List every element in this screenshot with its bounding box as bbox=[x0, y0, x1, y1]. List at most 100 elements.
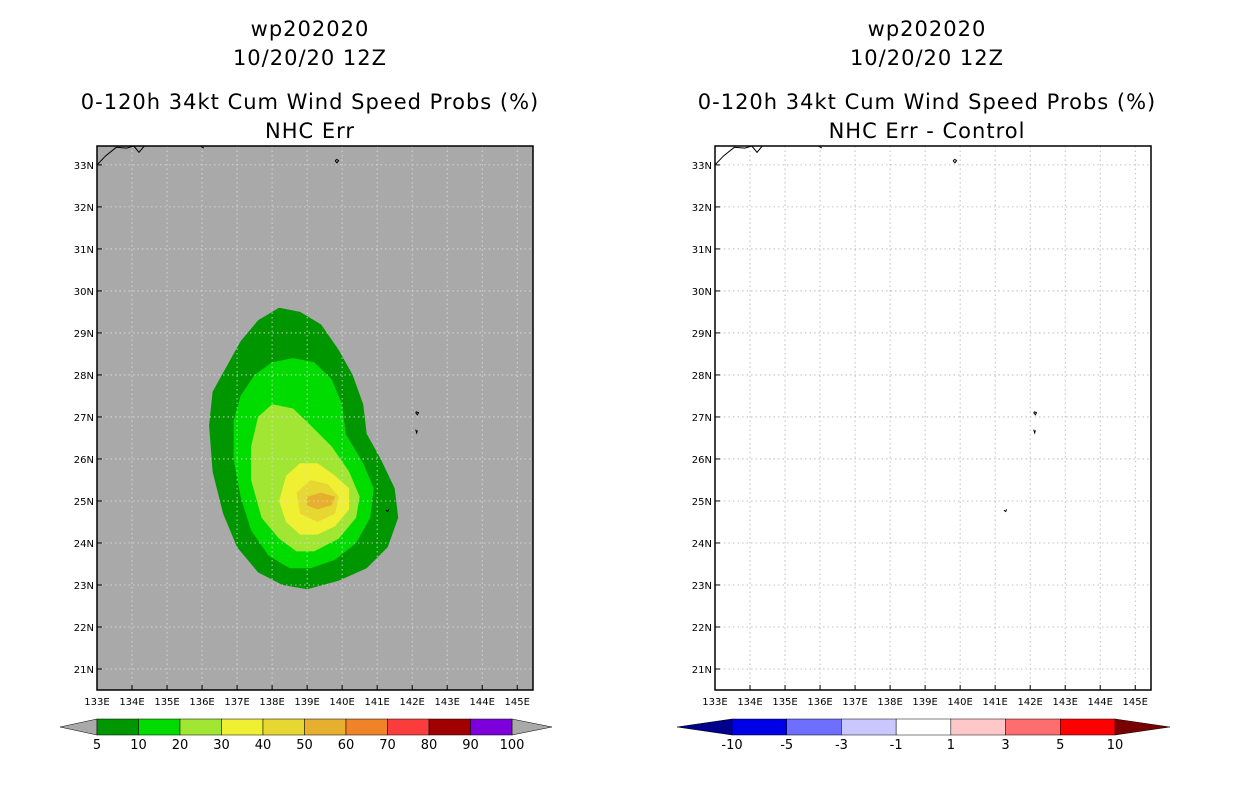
x-tick-label-138E: 138E bbox=[259, 697, 284, 708]
y-tick-label-33N: 33N bbox=[74, 161, 94, 172]
x-tick-label-141E: 141E bbox=[364, 697, 389, 708]
y-tick-label-22N: 22N bbox=[74, 623, 94, 634]
coastline-5 bbox=[1033, 429, 1036, 435]
colorbar-label-100: 100 bbox=[500, 738, 525, 753]
coastline-4 bbox=[1033, 411, 1038, 416]
x-tick-label-142E: 142E bbox=[399, 697, 424, 708]
x-tick-label-134E: 134E bbox=[737, 697, 762, 708]
right-colorbar: -10 -5 -3 -1 1 3 5 10 bbox=[676, 718, 1171, 753]
y-tick-label-32N: 32N bbox=[692, 203, 712, 214]
colorbar-swatch-0 bbox=[731, 718, 787, 736]
y-tick-label-25N: 25N bbox=[74, 497, 94, 508]
coastline-5 bbox=[415, 429, 418, 435]
y-tick-label-30N: 30N bbox=[74, 287, 94, 298]
colorbar-label-10: 10 bbox=[1107, 738, 1124, 753]
coastline-6 bbox=[1003, 509, 1008, 513]
y-tick-label-31N: 31N bbox=[74, 245, 94, 256]
y-tick-label-21N: 21N bbox=[74, 665, 94, 676]
colorbar-swatch-8 bbox=[428, 718, 471, 736]
colorbar-over-arrow bbox=[1114, 718, 1171, 736]
left-storm-id: wp202020 bbox=[250, 17, 370, 41]
colorbar-label-3: 3 bbox=[1001, 738, 1009, 753]
colorbar-label--10: -10 bbox=[721, 738, 742, 753]
colorbar-swatch-6 bbox=[345, 718, 388, 736]
colorbar-under-arrow bbox=[59, 718, 98, 736]
right-datetime: 10/20/20 12Z bbox=[849, 46, 1005, 70]
colorbar-label--1: -1 bbox=[890, 738, 903, 753]
y-tick-label-28N: 28N bbox=[692, 371, 712, 382]
colorbar-swatch-7 bbox=[387, 718, 430, 736]
colorbar-label-90: 90 bbox=[462, 738, 479, 753]
plot-frame bbox=[96, 145, 534, 691]
colorbar-label-40: 40 bbox=[255, 738, 272, 753]
left-chart-subtitle: NHC Err bbox=[264, 119, 355, 143]
x-tick-label-135E: 135E bbox=[772, 697, 797, 708]
x-tick-label-144E: 144E bbox=[1088, 697, 1113, 708]
x-tick-label-136E: 136E bbox=[189, 697, 214, 708]
y-tick-label-32N: 32N bbox=[74, 203, 94, 214]
coastline-0 bbox=[96, 145, 134, 166]
colorbar-label-50: 50 bbox=[296, 738, 313, 753]
x-tick-label-133E: 133E bbox=[702, 697, 727, 708]
x-tick-label-139E: 139E bbox=[912, 697, 937, 708]
colorbar-swatch-1 bbox=[138, 718, 181, 736]
x-tick-label-141E: 141E bbox=[982, 697, 1007, 708]
left-datetime: 10/20/20 12Z bbox=[232, 46, 388, 70]
colorbar-swatch-3 bbox=[221, 718, 264, 736]
colorbar-label-20: 20 bbox=[172, 738, 189, 753]
y-tick-label-23N: 23N bbox=[74, 581, 94, 592]
x-tick-label-135E: 135E bbox=[154, 697, 179, 708]
x-tick-label-136E: 136E bbox=[807, 697, 832, 708]
left-plot-area: 133E 134E 135E 136E 137E 138E 139E 140E 141E 142E… bbox=[74, 145, 534, 708]
colorbar-swatch-5 bbox=[1005, 718, 1061, 736]
y-tick-label-22N: 22N bbox=[692, 623, 712, 634]
y-tick-label-29N: 29N bbox=[692, 329, 712, 340]
x-tick-label-143E: 143E bbox=[434, 697, 459, 708]
colorbar-label-10: 10 bbox=[130, 738, 147, 753]
y-tick-label-27N: 27N bbox=[692, 413, 712, 424]
coastline-3 bbox=[334, 158, 340, 164]
colorbar-label--3: -3 bbox=[835, 738, 848, 753]
y-tick-label-23N: 23N bbox=[692, 581, 712, 592]
y-tick-label-33N: 33N bbox=[692, 161, 712, 172]
colorbar-label-80: 80 bbox=[421, 738, 438, 753]
plot-background bbox=[715, 146, 1151, 690]
colorbar-swatch-4 bbox=[950, 718, 1006, 736]
left-colorbar: 5 10 20 30 40 50 60 70 80 90 100 bbox=[59, 718, 553, 753]
colorbar-swatch-2 bbox=[841, 718, 897, 736]
y-tick-label-26N: 26N bbox=[692, 455, 712, 466]
coastline-3 bbox=[952, 158, 958, 164]
colorbar-label-1: 1 bbox=[947, 738, 955, 753]
y-tick-label-25N: 25N bbox=[692, 497, 712, 508]
y-tick-label-31N: 31N bbox=[692, 245, 712, 256]
x-tick-label-139E: 139E bbox=[294, 697, 319, 708]
x-tick-label-134E: 134E bbox=[119, 697, 144, 708]
x-tick-label-145E: 145E bbox=[1123, 697, 1148, 708]
coastline-4 bbox=[415, 411, 420, 416]
colorbar-swatch-0 bbox=[96, 718, 139, 736]
right-chart-title: 0-120h 34kt Cum Wind Speed Probs (%) bbox=[697, 90, 1157, 114]
x-tick-label-133E: 133E bbox=[84, 697, 109, 708]
y-tick-label-26N: 26N bbox=[74, 455, 94, 466]
left-chart-title: 0-120h 34kt Cum Wind Speed Probs (%) bbox=[80, 90, 540, 114]
x-tick-label-137E: 137E bbox=[224, 697, 249, 708]
colorbar-over-arrow bbox=[511, 718, 553, 736]
colorbar-swatch-4 bbox=[262, 718, 305, 736]
colorbar-swatch-1 bbox=[786, 718, 842, 736]
right-plot-area: 133E 134E 135E 136E 137E 138E 139E 140E 141E 142E… bbox=[692, 145, 1152, 708]
colorbar-label-5: 5 bbox=[1056, 738, 1064, 753]
y-tick-label-28N: 28N bbox=[74, 371, 94, 382]
plot-frame bbox=[714, 145, 1152, 691]
x-tick-label-142E: 142E bbox=[1017, 697, 1042, 708]
colorbar-under-arrow bbox=[676, 718, 733, 736]
colorbar-label--5: -5 bbox=[780, 738, 793, 753]
y-tick-label-29N: 29N bbox=[74, 329, 94, 340]
x-tick-label-143E: 143E bbox=[1052, 697, 1077, 708]
x-tick-label-144E: 144E bbox=[470, 697, 495, 708]
y-tick-label-27N: 27N bbox=[74, 413, 94, 424]
coastline-1 bbox=[133, 145, 145, 154]
colorbar-label-30: 30 bbox=[213, 738, 230, 753]
colorbar-swatch-9 bbox=[470, 718, 513, 736]
contour-50 bbox=[307, 492, 336, 510]
